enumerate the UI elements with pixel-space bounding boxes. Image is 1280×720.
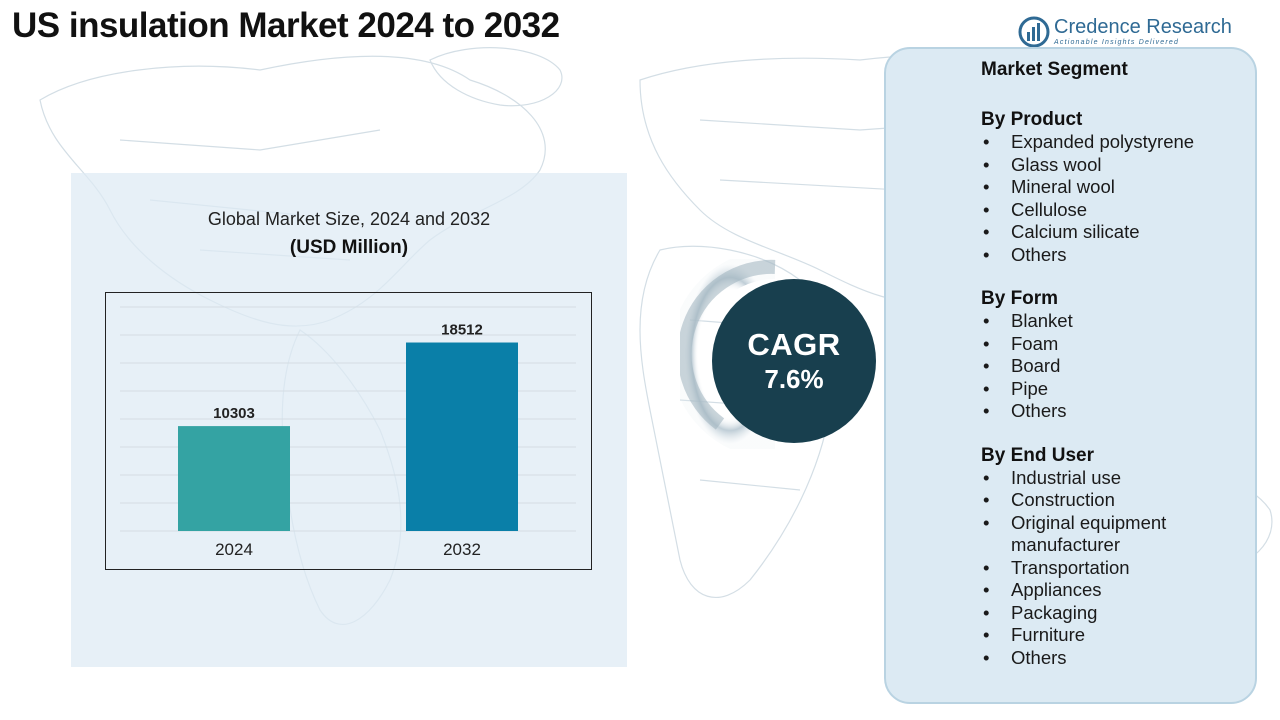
segment-group-title: By Form xyxy=(981,288,1059,309)
segment-item: Appliances xyxy=(981,579,1271,602)
segment-group: By End UserIndustrial useConstructionOri… xyxy=(981,445,1271,670)
segment-item: Foam xyxy=(981,333,1271,356)
segment-item: Construction xyxy=(981,489,1271,512)
cagr-label: CAGR xyxy=(747,327,841,362)
segment-group-title: By Product xyxy=(981,109,1083,130)
segment-group-title: By End User xyxy=(981,444,1094,466)
segment-list: Market Segment By ProductExpanded polyst… xyxy=(981,59,1271,691)
cagr-ring-decoration xyxy=(680,259,776,449)
segment-item: Original equipment manufacturer xyxy=(981,512,1271,557)
cagr-badge: CAGR 7.6% xyxy=(712,279,876,443)
segment-item: Furniture xyxy=(981,624,1271,647)
x-tick-label: 2024 xyxy=(215,540,253,559)
brand-logo: Credence Research Actionable Insights De… xyxy=(1018,16,1232,50)
segment-item: Transportation xyxy=(981,557,1271,580)
segment-group: By FormBlanketFoamBoardPipeOthers xyxy=(981,288,1271,423)
market-segment-panel: Market Segment By ProductExpanded polyst… xyxy=(884,47,1257,704)
chart-title: Global Market Size, 2024 and 2032 xyxy=(207,209,491,229)
bar-chart: 10303 2024 18512 2032 xyxy=(105,292,592,570)
segment-item: Glass wool xyxy=(981,154,1271,177)
brand-name: Credence Research xyxy=(1054,16,1232,38)
market-size-chart-panel: Global Market Size, 2024 and 2032 (USD M… xyxy=(71,173,627,667)
segment-heading: Market Segment xyxy=(981,59,1128,80)
chart-subtitle: (USD Million) xyxy=(289,237,409,258)
data-label-2024: 10303 xyxy=(213,405,255,422)
bar-2024 xyxy=(178,426,290,531)
brand-tagline: Actionable Insights Delivered xyxy=(1054,39,1180,46)
credence-logo-icon xyxy=(1018,16,1050,48)
data-label-2032: 18512 xyxy=(441,322,483,339)
segment-group: By ProductExpanded polystyreneGlass wool… xyxy=(981,109,1271,266)
segment-item: Industrial use xyxy=(981,467,1271,490)
segment-item: Others xyxy=(981,647,1271,670)
segment-item: Packaging xyxy=(981,602,1271,625)
segment-item: Board xyxy=(981,355,1271,378)
segment-item: Mineral wool xyxy=(981,176,1271,199)
page-title: US insulation Market 2024 to 2032 xyxy=(12,6,560,45)
bar-chart-svg: 10303 2024 18512 2032 xyxy=(120,306,576,559)
segment-item: Pipe xyxy=(981,378,1271,401)
segment-item: Cellulose xyxy=(981,199,1271,222)
cagr-value: 7.6% xyxy=(764,364,824,394)
segment-item: Blanket xyxy=(981,310,1271,333)
x-tick-label: 2032 xyxy=(443,540,481,559)
segment-item: Others xyxy=(981,244,1271,267)
bar-2032 xyxy=(406,342,518,531)
segment-item: Calcium silicate xyxy=(981,221,1271,244)
segment-item: Others xyxy=(981,400,1271,423)
segment-item: Expanded polystyrene xyxy=(981,131,1271,154)
